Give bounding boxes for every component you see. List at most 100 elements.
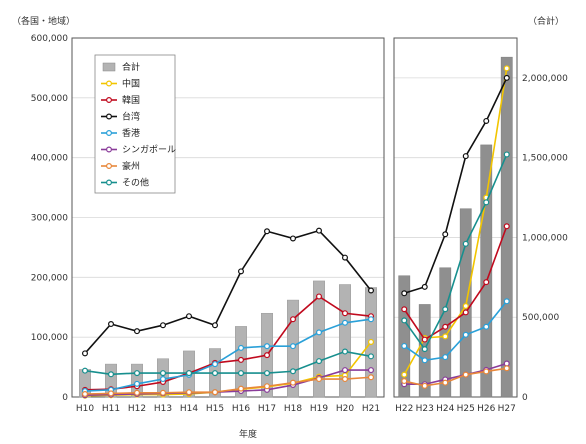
right-series-point <box>462 331 469 338</box>
right-series-point <box>442 323 449 330</box>
right-y-tick-label: 1,500,000 <box>522 154 568 164</box>
left-series-line <box>84 229 372 354</box>
right-series-point <box>421 382 428 389</box>
right-series-point <box>401 290 408 297</box>
legend-swatch-marker <box>105 96 112 103</box>
legend-label: 香港 <box>122 127 140 139</box>
right-x-tick-label: H25 <box>457 404 475 414</box>
left-series-point <box>81 350 88 357</box>
left-series-line <box>84 350 372 376</box>
left-y-tick-label: 600,000 <box>31 34 68 44</box>
legend-swatch-marker <box>105 80 112 87</box>
left-series-point <box>134 389 141 396</box>
left-series-point <box>212 370 219 377</box>
left-series-point <box>290 235 297 242</box>
right-x-tick-label: H23 <box>416 404 434 414</box>
left-y-tick-label: 0 <box>62 393 68 403</box>
legend-label: 中国 <box>122 78 140 90</box>
left-y-tick-label: 400,000 <box>31 154 68 164</box>
left-series-point <box>342 367 349 374</box>
left-series-point <box>160 322 167 329</box>
left-series-point <box>238 370 245 377</box>
left-series-point <box>368 353 375 360</box>
right-x-tick-label: H22 <box>395 404 413 414</box>
right-series-point <box>503 365 510 372</box>
right-series-point <box>442 306 449 313</box>
left-series-point <box>368 367 375 374</box>
right-series-point <box>503 151 510 158</box>
right-x-tick-label: H27 <box>498 404 516 414</box>
left-series-point <box>342 376 349 383</box>
left-series-point <box>212 361 219 368</box>
right-series-point <box>503 65 510 72</box>
left-series-point <box>342 254 349 261</box>
left-unit-label: （各国・地域） <box>12 15 75 27</box>
left-total-bar <box>313 280 325 398</box>
right-series-point <box>442 354 449 361</box>
left-y-tick-label: 300,000 <box>31 214 68 224</box>
left-series-point <box>107 390 114 397</box>
left-series-point <box>264 383 271 390</box>
left-x-tick-label: H15 <box>206 404 224 414</box>
left-series-point <box>160 370 167 377</box>
left-series-point <box>186 370 193 377</box>
left-x-tick-label: H13 <box>154 404 172 414</box>
legend-swatch-marker <box>105 163 112 170</box>
left-series-point <box>160 376 167 383</box>
right-total-bar <box>480 144 493 398</box>
right-y-tick-label: 2,000,000 <box>522 74 568 84</box>
left-series-point <box>316 329 323 336</box>
right-series-point <box>421 357 428 364</box>
left-series-point <box>264 352 271 359</box>
legend-box <box>94 54 176 194</box>
legend-label: 韓国 <box>122 95 140 106</box>
right-series-line <box>404 367 507 387</box>
right-series-point <box>483 368 490 375</box>
left-series-point <box>368 287 375 294</box>
right-x-tick-label: H26 <box>477 404 495 414</box>
left-series-point <box>290 368 297 375</box>
left-series-point <box>264 370 271 377</box>
right-series-point <box>462 240 469 247</box>
left-series-line <box>84 295 372 391</box>
right-series-point <box>462 303 469 310</box>
legend-swatch-bar <box>102 62 116 72</box>
right-series-point <box>503 74 510 81</box>
legend-label: その他 <box>122 177 149 189</box>
left-x-tick-label: H17 <box>258 404 276 414</box>
legend-swatch-marker <box>105 130 112 137</box>
right-series-point <box>483 199 490 206</box>
left-series-line <box>84 376 372 395</box>
right-series-line <box>403 300 508 362</box>
left-series-point <box>212 389 219 396</box>
right-series-point <box>442 333 449 340</box>
left-series-point <box>290 316 297 323</box>
right-panel-frame <box>393 37 518 398</box>
left-x-tick-label: H19 <box>310 404 328 414</box>
left-series-point <box>238 385 245 392</box>
legend-label: シンガポール <box>122 145 176 156</box>
left-y-tick-label: 200,000 <box>31 273 68 283</box>
left-total-bar <box>339 284 351 398</box>
left-x-tick-label: H16 <box>232 404 250 414</box>
legend-swatch-marker <box>105 179 112 186</box>
left-series-point <box>290 343 297 350</box>
legend-label: 合計 <box>122 61 140 73</box>
left-series-line <box>84 318 372 392</box>
left-series-point <box>134 328 141 335</box>
right-y-tick-label: 500,000 <box>522 313 559 323</box>
left-y-tick-label: 500,000 <box>31 94 68 104</box>
right-series-point <box>462 153 469 160</box>
left-x-tick-label: H20 <box>336 404 354 414</box>
left-series-point <box>342 348 349 355</box>
left-series-point <box>212 322 219 329</box>
left-series-point <box>342 319 349 326</box>
right-series-line <box>403 154 508 351</box>
legend-label: 台湾 <box>122 111 140 123</box>
right-series-point <box>442 231 449 238</box>
legend-swatch-marker <box>105 113 112 120</box>
right-unit-label: （合計） <box>528 15 564 27</box>
left-series-point <box>107 321 114 328</box>
left-series-point <box>107 371 114 378</box>
